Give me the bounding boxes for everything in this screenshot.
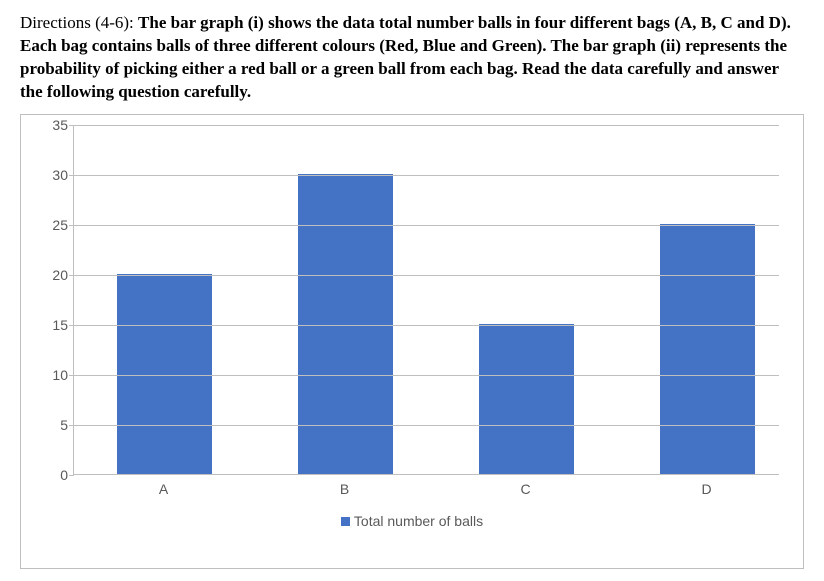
bar-c: [479, 324, 573, 474]
y-tick-mark: [69, 375, 74, 376]
y-tick-label: 20: [38, 267, 68, 283]
y-tick-mark: [69, 225, 74, 226]
gridline: [74, 325, 779, 326]
bar-b: [298, 174, 392, 474]
gridline: [74, 375, 779, 376]
bar-d: [660, 224, 754, 474]
directions-lead: Directions (4-6):: [20, 13, 138, 32]
gridline: [74, 225, 779, 226]
y-tick-mark: [69, 325, 74, 326]
y-tick-label: 35: [38, 117, 68, 133]
x-label-a: A: [159, 481, 168, 497]
x-label-b: B: [340, 481, 349, 497]
legend-label: Total number of balls: [354, 513, 483, 529]
y-tick-label: 10: [38, 367, 68, 383]
gridline: [74, 175, 779, 176]
gridline: [74, 275, 779, 276]
bar-a: [117, 274, 211, 474]
y-tick-label: 25: [38, 217, 68, 233]
y-tick-mark: [69, 275, 74, 276]
y-tick-label: 30: [38, 167, 68, 183]
x-axis-labels: A B C D: [73, 475, 779, 503]
gridline: [74, 425, 779, 426]
legend-swatch: [341, 517, 350, 526]
y-tick-mark: [69, 175, 74, 176]
x-label-d: D: [701, 481, 711, 497]
chart-container: 05101520253035 ABCD Total number of ball…: [20, 114, 804, 569]
y-tick-mark: [69, 125, 74, 126]
y-tick-label: 15: [38, 317, 68, 333]
y-tick-mark: [69, 425, 74, 426]
x-label-c: C: [520, 481, 530, 497]
plot-area: 05101520253035: [73, 125, 779, 475]
chart-legend: Total number of balls: [37, 513, 787, 529]
y-tick-label: 5: [38, 417, 68, 433]
y-tick-label: 0: [38, 467, 68, 483]
gridline: [74, 125, 779, 126]
bar-group: [74, 125, 779, 474]
directions-text: Directions (4-6): The bar graph (i) show…: [20, 12, 804, 104]
